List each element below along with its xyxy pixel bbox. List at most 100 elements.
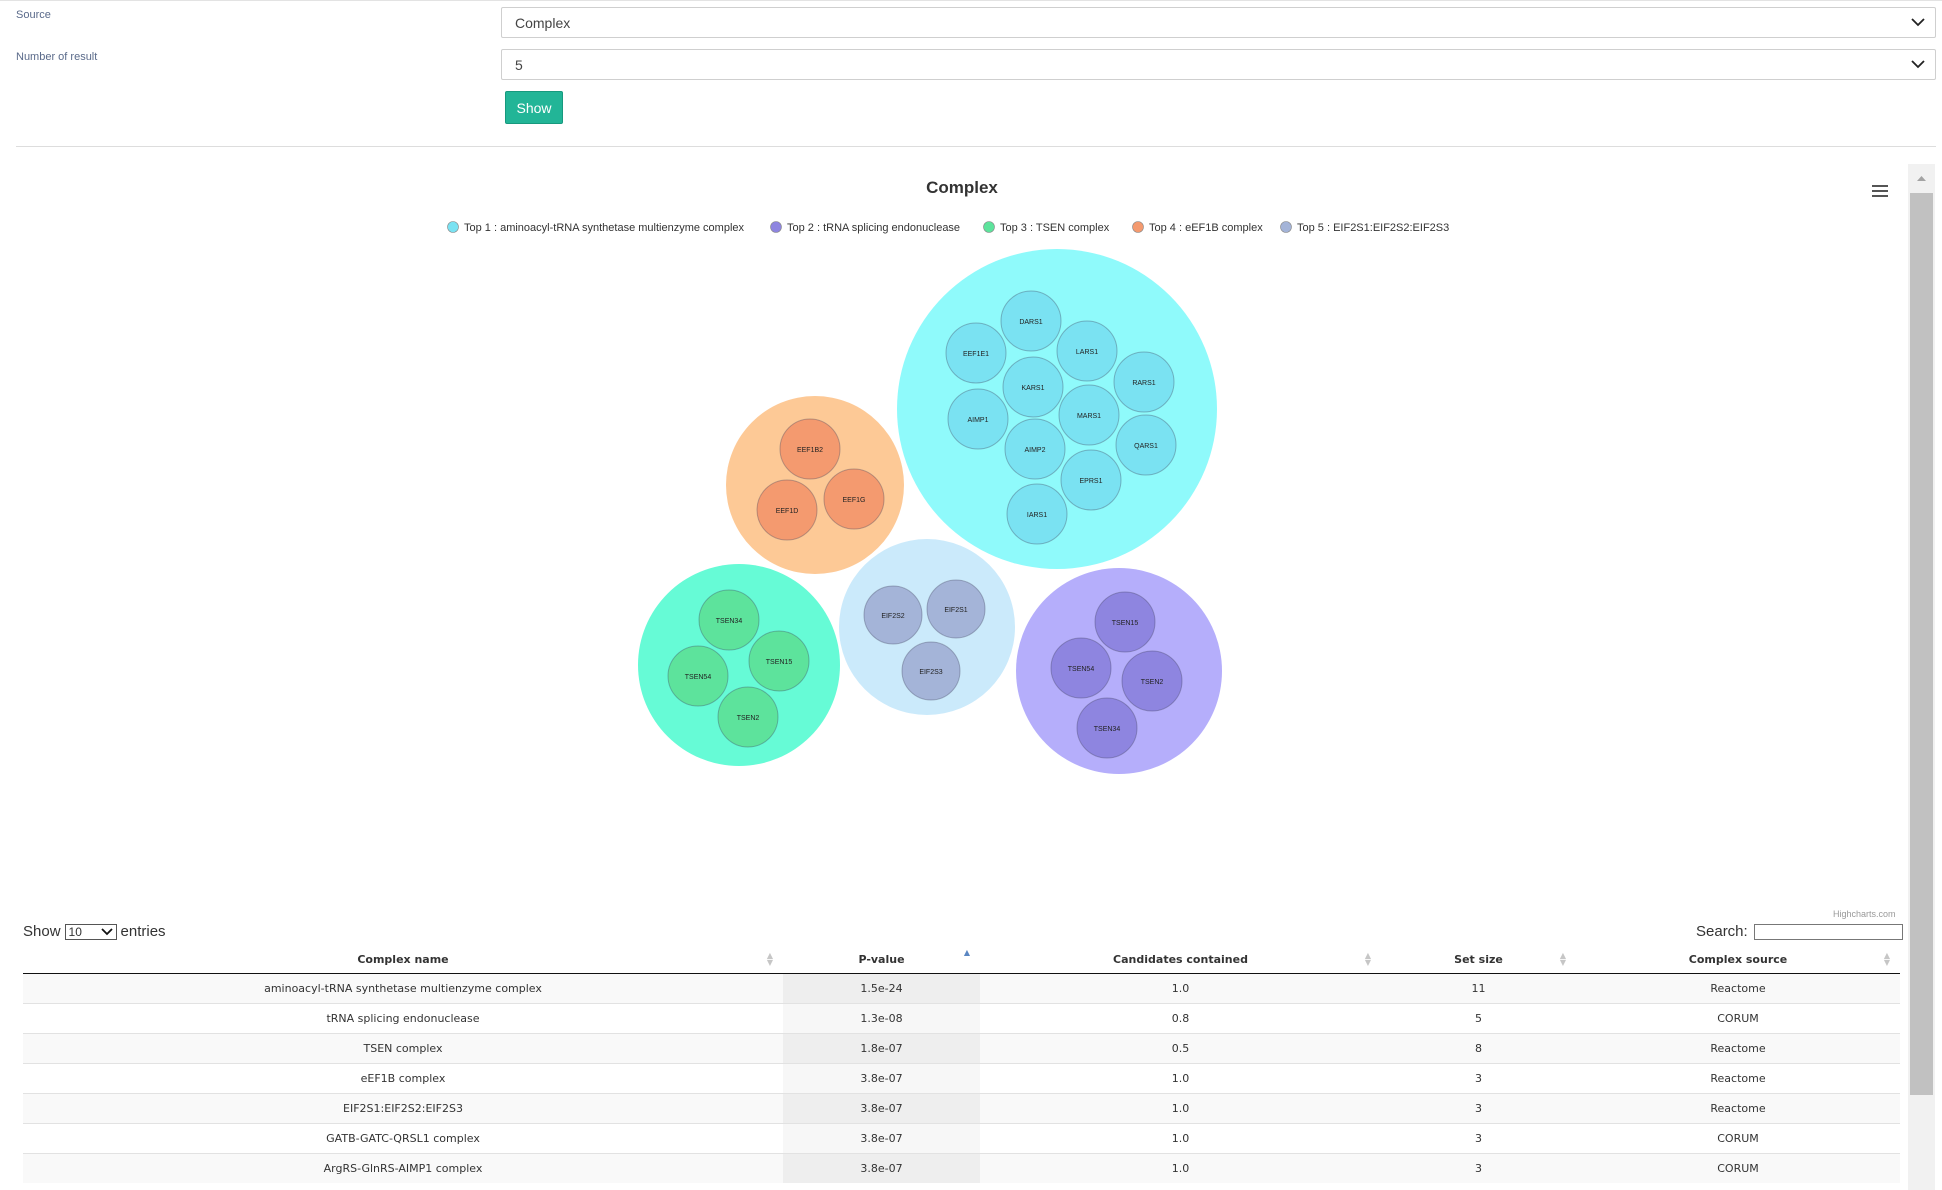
table-header-row: Complex name ▲ ▼ P-value ▲ Candidates con… (23, 945, 1900, 974)
legend-marker (1132, 221, 1144, 233)
bubble-point[interactable] (1115, 414, 1177, 476)
show-button[interactable]: Show (505, 91, 563, 124)
table-row[interactable]: aminoacyl-tRNA synthetase multienzyme co… (23, 973, 1900, 1004)
legend-label: Top 5 : EIF2S1:EIF2S2:EIF2S3 (1297, 222, 1449, 234)
legend-label: Top 3 : TSEN complex (1000, 222, 1110, 234)
chart-credits: Highcharts.com (1833, 909, 1896, 919)
sort-icon: ▲ ▼ (1559, 951, 1566, 967)
bubble-point[interactable] (947, 388, 1009, 450)
bubble-label: EIF2S3 (919, 669, 942, 676)
bubble-point[interactable] (1094, 591, 1156, 653)
bubble-label: TSEN15 (766, 659, 793, 666)
table-row[interactable]: EIF2S1:EIF2S2:EIF2S3 3.8e-07 1.0 3 React… (23, 1093, 1900, 1124)
bubble-point[interactable] (1006, 483, 1068, 545)
table-row[interactable]: ArgRS-GlnRS-AIMP1 complex 3.8e-07 1.0 3 … (23, 1153, 1900, 1183)
bubble-point[interactable] (1060, 449, 1122, 511)
bubble-label: LARS1 (1076, 349, 1098, 356)
legend-marker (447, 221, 459, 233)
legend-item[interactable]: Top 3 : TSEN complex (983, 221, 1110, 235)
legend-item[interactable]: Top 4 : eEF1B complex (1132, 221, 1264, 235)
cell-set-size: 3 (1381, 1123, 1576, 1154)
bubble-chart: Complex Top 1 : aminoacyl-tRNA synthetase… (447, 178, 1450, 774)
bubble-point[interactable] (1076, 697, 1138, 759)
legend-marker (1280, 221, 1292, 233)
bubble-point[interactable] (748, 630, 810, 692)
bubble-point[interactable] (1056, 320, 1118, 382)
cell-candidates-contained: 1.0 (980, 1093, 1381, 1124)
table-search: Search: (1696, 923, 1903, 940)
bubble-point[interactable] (901, 641, 961, 701)
bubble-label: DARS1 (1019, 319, 1042, 326)
column-header-label: Set size (1454, 952, 1503, 966)
legend-label: Top 2 : tRNA splicing endonuclease (787, 222, 960, 234)
bubble-point[interactable] (667, 645, 729, 707)
bubble-point[interactable] (823, 468, 885, 530)
bubble-point[interactable] (1050, 637, 1112, 699)
table-row[interactable]: tRNA splicing endonuclease 1.3e-08 0.8 5… (23, 1003, 1900, 1034)
bubble-group: DARS1 EEF1E1 LARS1 KARS1 RARS1 AIMP1 MARS1 AIMP… (897, 249, 1217, 569)
column-header-complex-name[interactable]: Complex name ▲ ▼ (23, 945, 783, 974)
legend-item[interactable]: Top 5 : EIF2S1:EIF2S2:EIF2S3 (1280, 221, 1450, 235)
number-of-result-select[interactable]: 5 (501, 49, 1936, 80)
bubble-point[interactable] (1000, 290, 1062, 352)
bubble-label: TSEN2 (1141, 679, 1164, 686)
source-select[interactable]: Complex (501, 7, 1936, 38)
legend-item[interactable]: Top 1 : aminoacyl-tRNA synthetase multie… (447, 221, 745, 235)
cell-complex-name: eEF1B complex (23, 1063, 783, 1094)
cell-complex-name: EIF2S1:EIF2S2:EIF2S3 (23, 1093, 783, 1124)
legend-marker (983, 221, 995, 233)
bubble-series-3 (638, 564, 840, 766)
column-header-set-size[interactable]: Set size ▲ ▼ (1381, 945, 1576, 974)
bubble-point[interactable] (926, 579, 986, 639)
number-of-result-value: 5 (515, 57, 523, 73)
table-row[interactable]: TSEN complex 1.8e-07 0.5 8 Reactome (23, 1033, 1900, 1064)
bubble-point[interactable] (1058, 384, 1120, 446)
entries-select[interactable]: 10 (64, 923, 117, 940)
search-label: Search: (1696, 923, 1748, 940)
bubble-point[interactable] (1113, 351, 1175, 413)
chevron-down-icon (1911, 60, 1925, 69)
scroll-up-arrow-icon[interactable] (1908, 168, 1935, 188)
bubble-label: AIMP1 (967, 417, 988, 424)
cell-candidates-contained: 0.8 (980, 1003, 1381, 1034)
cell-complex-name: aminoacyl-tRNA synthetase multienzyme co… (23, 973, 783, 1004)
cell-p-value: 3.8e-07 (783, 1093, 980, 1124)
bubble-point[interactable] (1002, 356, 1064, 418)
scrollbar-thumb[interactable] (1910, 193, 1933, 1095)
bubble-label: TSEN54 (1068, 666, 1095, 673)
table-row[interactable]: eEF1B complex 3.8e-07 1.0 3 Reactome (23, 1063, 1900, 1094)
cell-complex-source: CORUM (1576, 1003, 1900, 1034)
cell-complex-source: CORUM (1576, 1123, 1900, 1154)
bubble-point[interactable] (1004, 418, 1066, 480)
bubble-label: KARS1 (1022, 385, 1045, 392)
bubble-point[interactable] (863, 585, 923, 645)
cell-complex-name: TSEN complex (23, 1033, 783, 1064)
column-header-candidates-contained[interactable]: Candidates contained ▲ ▼ (980, 945, 1381, 974)
entries-length-control: Show 10 entries (23, 923, 166, 940)
chevron-down-icon (1911, 18, 1925, 27)
column-header-complex-source[interactable]: Complex source ▲ ▼ (1576, 945, 1900, 974)
column-header-label: Candidates contained (1113, 952, 1248, 966)
column-header-p-value[interactable]: P-value ▲ (783, 945, 980, 974)
search-input[interactable] (1753, 923, 1903, 940)
bubble-point[interactable] (945, 322, 1007, 384)
bubble-point[interactable] (1121, 650, 1183, 712)
bubble-point[interactable] (756, 479, 818, 541)
bubble-point[interactable] (717, 686, 779, 748)
bubble-label: TSEN54 (685, 674, 712, 681)
sort-ascending-icon: ▲ (963, 948, 970, 957)
number-of-result-label: Number of result (16, 51, 98, 63)
cell-complex-source: Reactome (1576, 1093, 1900, 1124)
chart-menu-icon[interactable] (1872, 185, 1888, 197)
bubble-point[interactable] (779, 418, 841, 480)
cell-p-value: 3.8e-07 (783, 1063, 980, 1094)
bubble-label: TSEN15 (1112, 620, 1139, 627)
sort-icon: ▲ ▼ (1883, 951, 1890, 967)
bubble-label: EEF1G (843, 497, 866, 504)
bubble-group: TSEN15 TSEN54 TSEN2 TSEN34 (1016, 568, 1222, 774)
bubble-point[interactable] (698, 589, 760, 651)
cell-p-value: 1.5e-24 (783, 973, 980, 1004)
legend-item[interactable]: Top 2 : tRNA splicing endonuclease (770, 221, 961, 235)
table-row[interactable]: GATB-GATC-QRSL1 complex 3.8e-07 1.0 3 CO… (23, 1123, 1900, 1154)
bubble-group: TSEN34 TSEN15 TSEN54 TSEN2 (638, 564, 840, 766)
